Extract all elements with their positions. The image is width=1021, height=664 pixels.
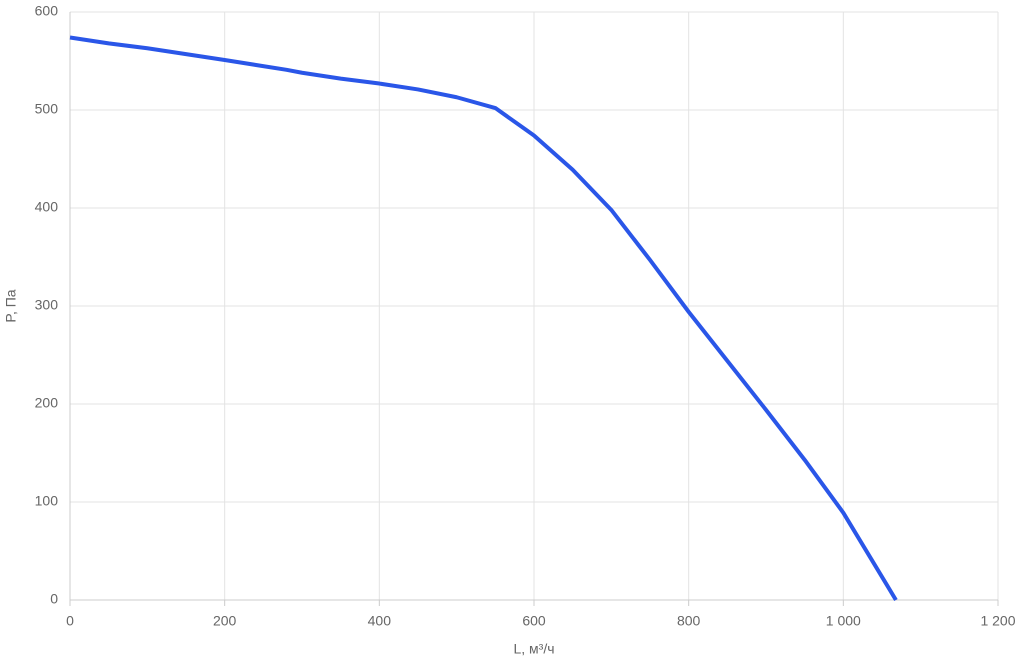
y-tick-label: 300 xyxy=(35,297,59,313)
x-tick-label: 1 200 xyxy=(980,613,1015,629)
y-tick-label: 0 xyxy=(50,591,58,607)
x-tick-label: 200 xyxy=(213,613,237,629)
y-tick-label: 500 xyxy=(35,101,59,117)
x-tick-label: 1 000 xyxy=(826,613,861,629)
y-tick-label: 200 xyxy=(35,395,59,411)
x-tick-label: 400 xyxy=(368,613,392,629)
y-tick-label: 400 xyxy=(35,199,59,215)
x-tick-label: 800 xyxy=(677,613,701,629)
y-tick-label: 100 xyxy=(35,493,59,509)
x-tick-label: 600 xyxy=(522,613,546,629)
data-line xyxy=(69,35,898,602)
x-tick-label: 0 xyxy=(66,613,74,629)
y-tick-label: 600 xyxy=(35,3,59,19)
x-axis-title: L, м³/ч xyxy=(513,641,554,657)
y-axis-title: P, Па xyxy=(3,289,19,322)
